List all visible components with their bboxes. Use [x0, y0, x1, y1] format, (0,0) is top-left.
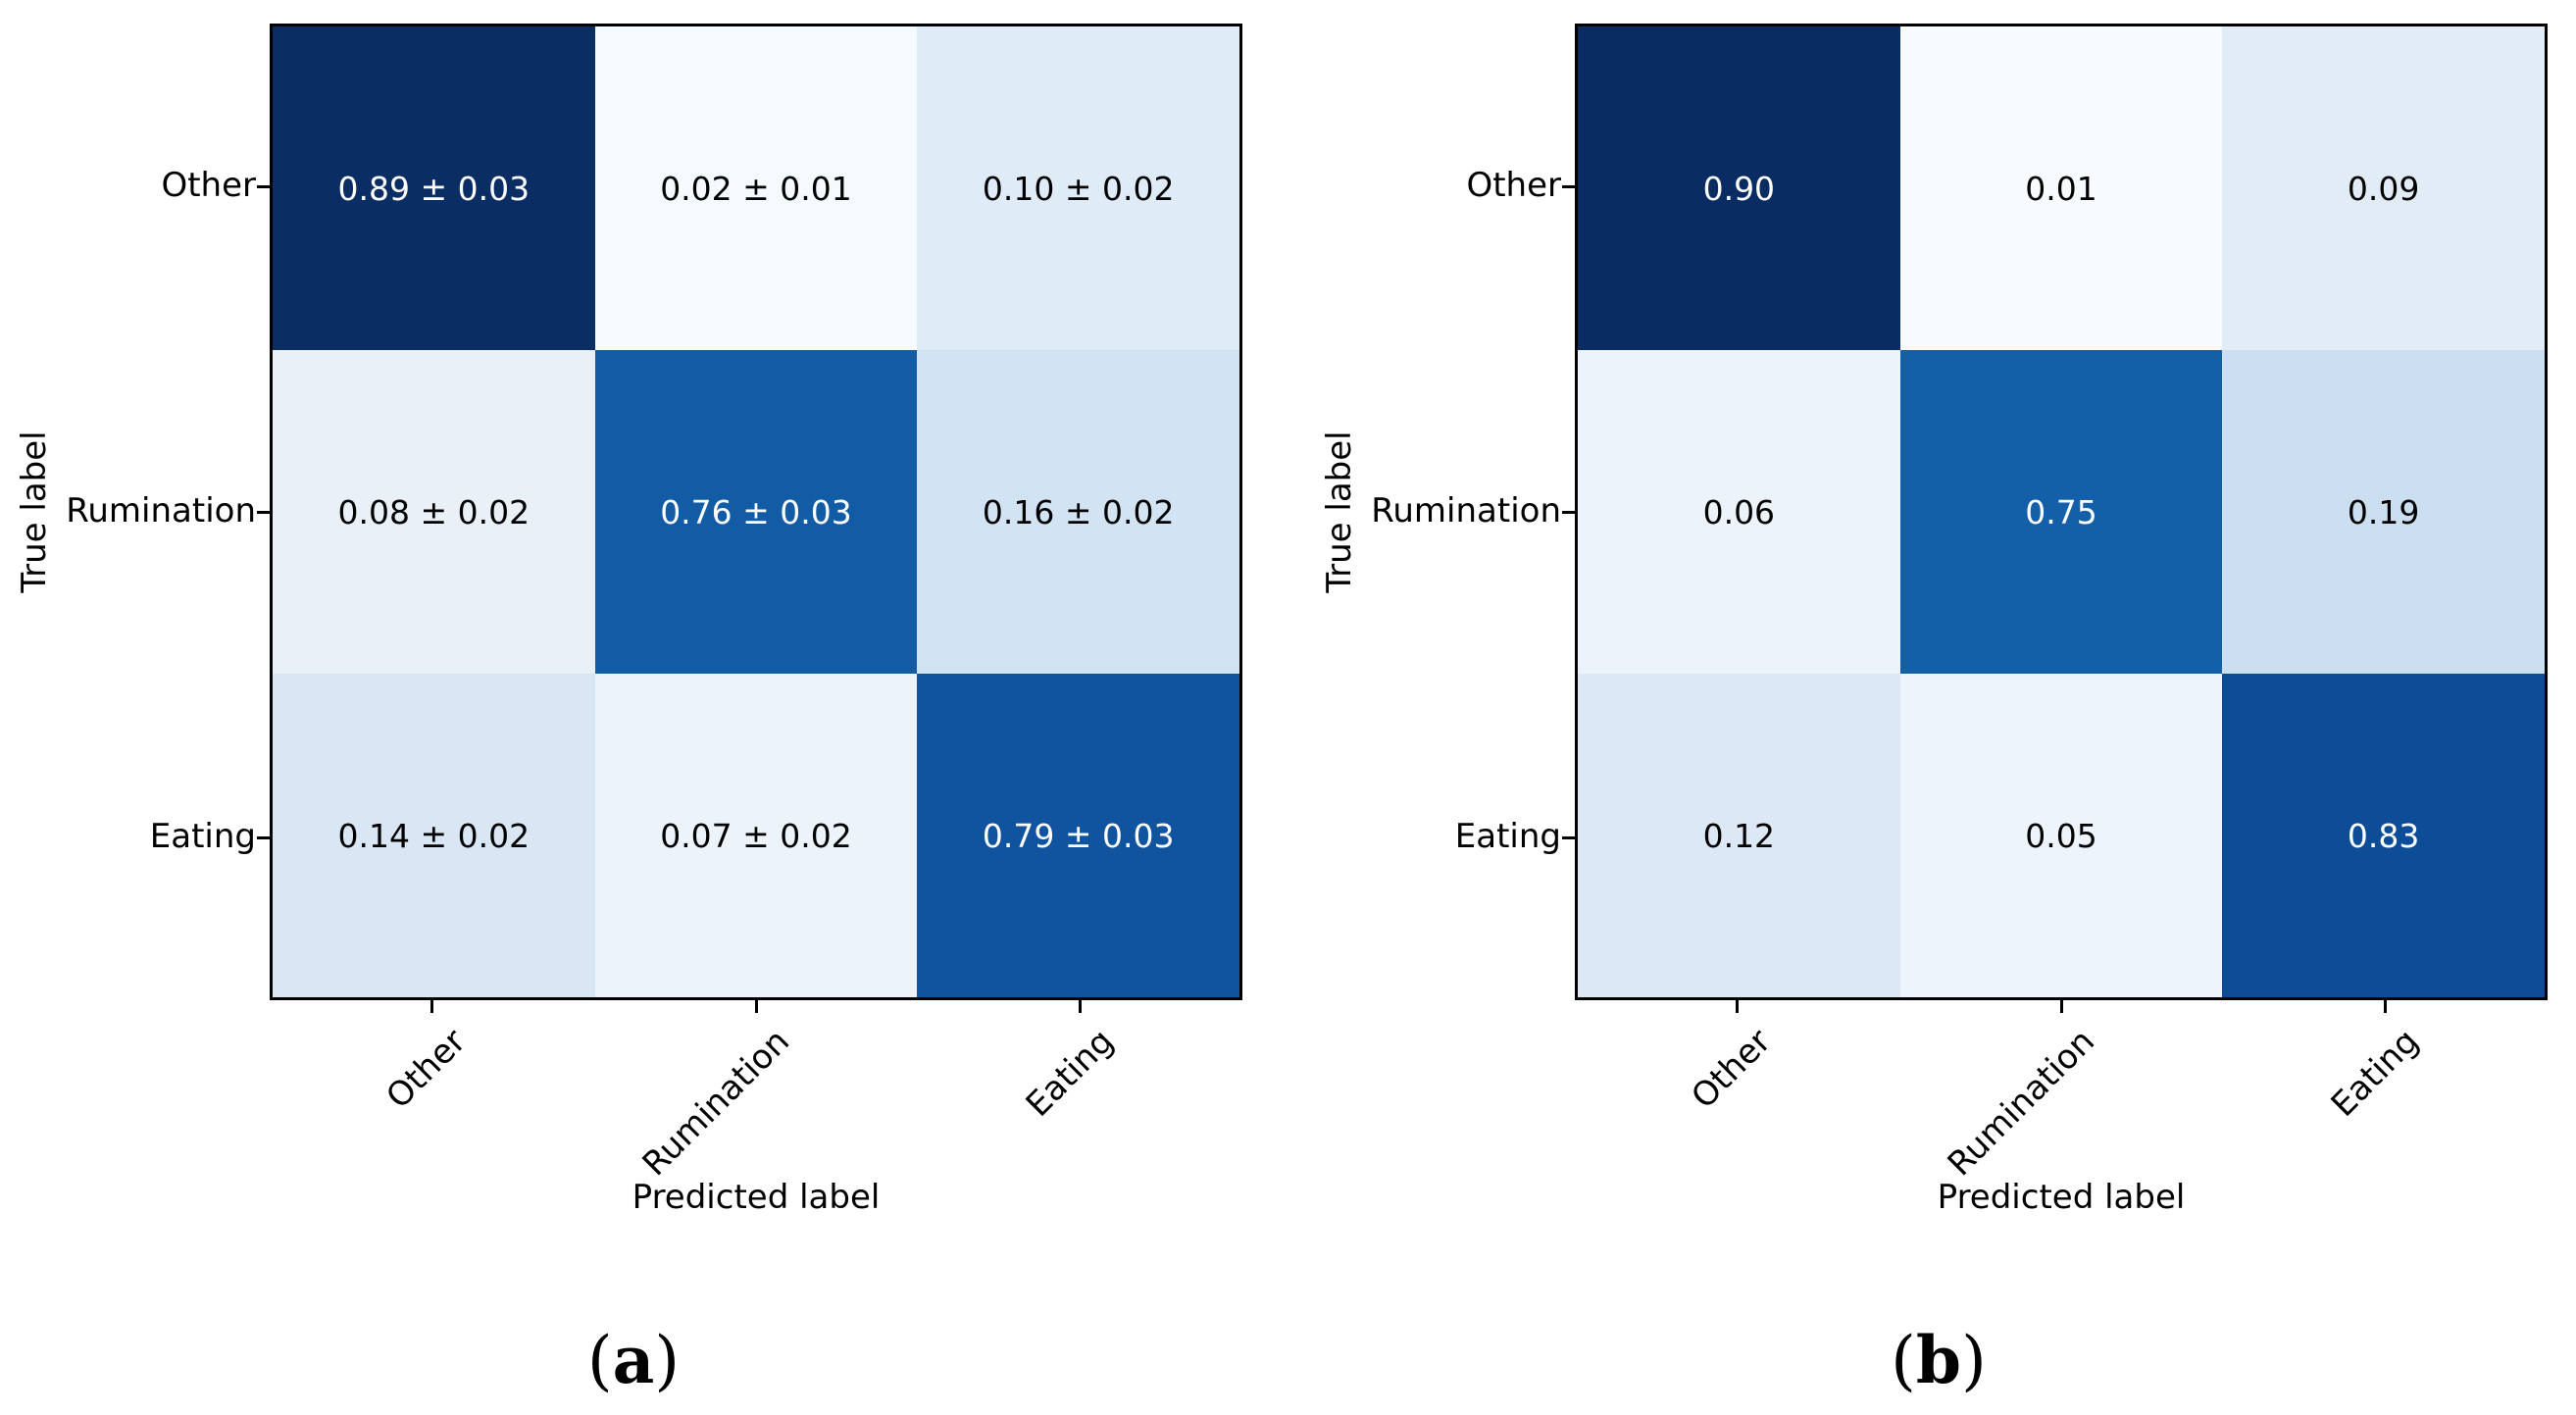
matrix-cell-r2-c1: 0.05 [1899, 674, 2223, 997]
cell-value: 0.09 [2347, 169, 2420, 208]
x-tick-label-0: Other [1684, 1022, 1779, 1117]
cell-value: 0.01 [2025, 169, 2097, 208]
matrix-cell-r1-c0: 0.06 [1578, 350, 1900, 674]
matrix-cell-r1-c2: 0.19 [2222, 350, 2545, 674]
x-axis-title: Predicted label [1937, 1178, 2186, 1217]
matrix-cell-r0-c0: 0.89 ± 0.03 [273, 26, 595, 350]
x-tick-mark [429, 1000, 433, 1013]
confusion-matrix-a: 0.89 ± 0.03 0.02 ± 0.01 0.10 ± 0.02 0.08 ± … [270, 24, 1242, 1000]
matrix-cell-r2-c2: 0.83 [2222, 674, 2545, 997]
caption-close-paren: ) [1961, 1323, 1987, 1398]
matrix-cell-r0-c1: 0.02 ± 0.01 [594, 26, 918, 350]
matrix-cell-r0-c0: 0.90 [1578, 26, 1900, 350]
matrix-cell-r1-c1: 0.76 ± 0.03 [594, 350, 918, 674]
y-tick-label-0: Other [161, 166, 256, 206]
matrix-cell-r2-c0: 0.14 ± 0.02 [273, 674, 595, 997]
matrix-cell-r1-c0: 0.08 ± 0.02 [273, 350, 595, 674]
x-axis-title: Predicted label [631, 1178, 881, 1217]
x-tick-mark [2384, 1000, 2388, 1013]
x-tick-mark [1079, 1000, 1083, 1013]
y-tick-label-2: Eating [149, 817, 256, 857]
cell-value: 0.02 ± 0.01 [660, 169, 852, 208]
cell-value: 0.16 ± 0.02 [982, 492, 1175, 531]
cell-value: 0.75 [2025, 492, 2097, 531]
cell-value: 0.05 [2025, 816, 2097, 855]
caption-letter: b [1915, 1322, 1962, 1398]
caption-letter: a [612, 1322, 655, 1398]
y-tick-mark [257, 510, 270, 514]
matrix-cell-r0-c2: 0.09 [2222, 26, 2545, 350]
cell-value: 0.08 ± 0.02 [337, 492, 530, 531]
matrix-cell-r1-c1: 0.75 [1899, 350, 2223, 674]
cell-value: 0.19 [2347, 492, 2420, 531]
matrix-cell-r2-c0: 0.12 [1578, 674, 1900, 997]
x-tick-mark [2059, 1000, 2063, 1013]
y-axis-title: True label [15, 430, 54, 593]
cell-value: 0.83 [2347, 816, 2420, 855]
cell-value: 0.76 ± 0.03 [660, 492, 852, 531]
confusion-matrix-b: 0.90 0.01 0.09 0.06 0.75 0.19 0.12 0.05 0.83 [1575, 24, 2548, 1000]
caption-close-paren: ) [654, 1323, 681, 1398]
cell-value: 0.10 ± 0.02 [982, 169, 1175, 208]
x-tick-mark [754, 1000, 758, 1013]
y-tick-label-1: Rumination [1371, 491, 1561, 531]
panel-caption-a: (a) [587, 1322, 680, 1398]
x-tick-label-1: Rumination [1941, 1022, 2103, 1185]
matrix-cell-r0-c1: 0.01 [1899, 26, 2223, 350]
y-tick-mark [257, 184, 270, 188]
y-axis-title: True label [1320, 430, 1359, 593]
caption-open-paren: ( [1891, 1323, 1916, 1398]
x-tick-label-2: Eating [2324, 1022, 2427, 1125]
y-tick-mark [1562, 835, 1575, 839]
cell-value: 0.14 ± 0.02 [337, 816, 530, 855]
cell-value: 0.07 ± 0.02 [660, 816, 852, 855]
y-tick-mark [1562, 510, 1575, 514]
x-tick-label-1: Rumination [635, 1022, 798, 1185]
y-tick-label-2: Eating [1454, 817, 1561, 857]
matrix-cell-r0-c2: 0.10 ± 0.02 [917, 26, 1239, 350]
cell-value: 0.79 ± 0.03 [982, 816, 1175, 855]
y-tick-label-1: Rumination [66, 491, 256, 531]
cell-value: 0.90 [1702, 169, 1776, 208]
cell-value: 0.06 [1702, 492, 1776, 531]
y-tick-mark [257, 835, 270, 839]
x-tick-mark [1735, 1000, 1739, 1013]
matrix-cell-r2-c1: 0.07 ± 0.02 [594, 674, 918, 997]
caption-open-paren: ( [586, 1323, 613, 1398]
cell-value: 0.89 ± 0.03 [337, 169, 530, 208]
cell-value: 0.12 [1702, 816, 1776, 855]
panel-caption-b: (b) [1891, 1322, 1987, 1398]
y-tick-label-0: Other [1466, 166, 1561, 206]
y-tick-mark [1562, 184, 1575, 188]
matrix-cell-r1-c2: 0.16 ± 0.02 [917, 350, 1239, 674]
matrix-cell-r2-c2: 0.79 ± 0.03 [917, 674, 1239, 997]
x-tick-label-0: Other [379, 1022, 474, 1117]
x-tick-label-2: Eating [1019, 1022, 1122, 1125]
